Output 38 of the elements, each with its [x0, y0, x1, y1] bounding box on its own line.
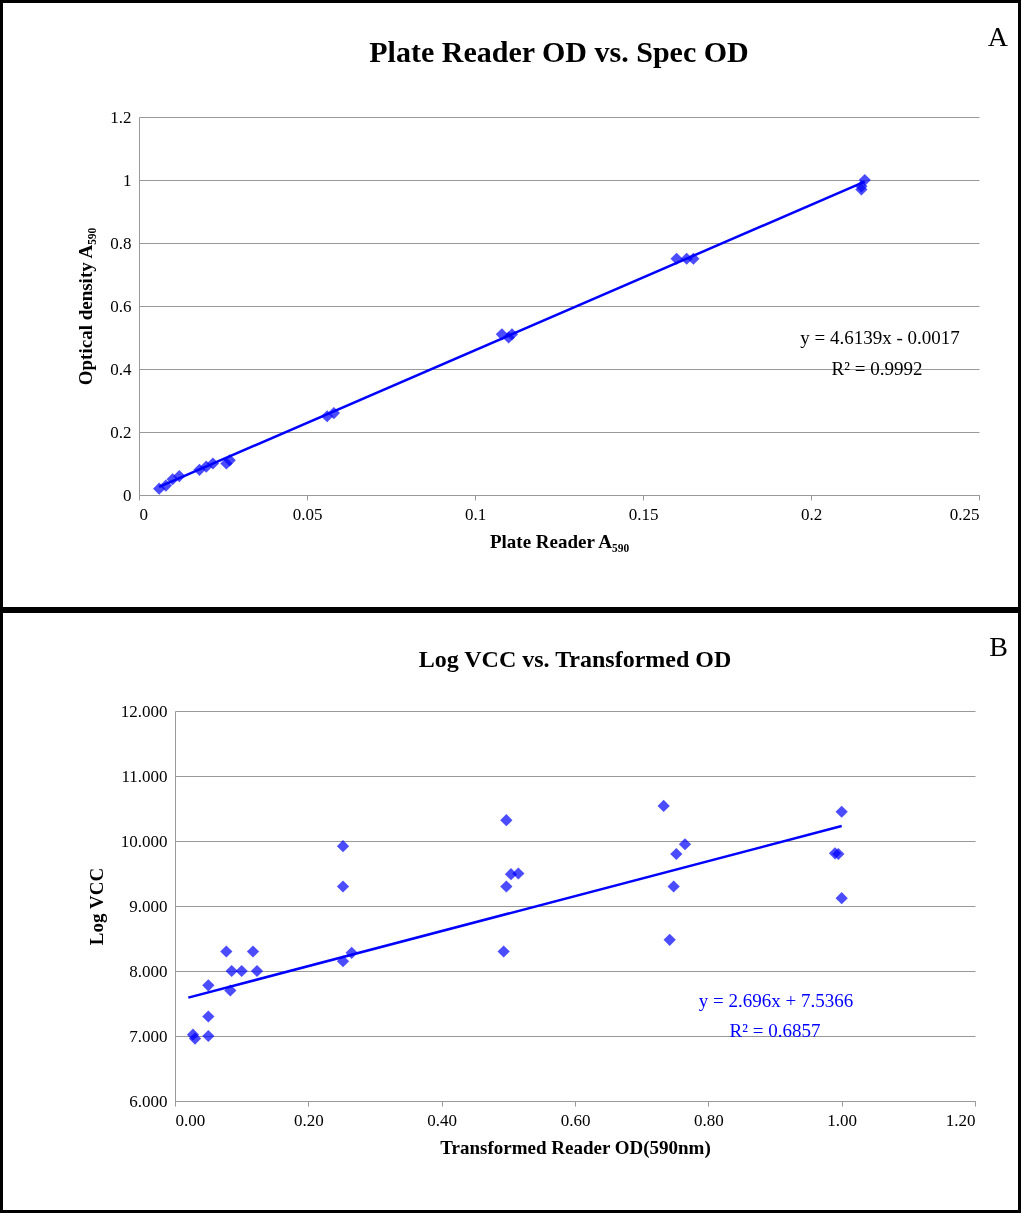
y-tick-label: 9.000: [129, 896, 168, 916]
chart-title: Plate Reader OD vs. Spec OD: [369, 35, 749, 68]
y-tick-label: 12.000: [120, 701, 168, 721]
y-axis-title: Log VCC: [85, 867, 107, 946]
y-tick-label: 0.8: [110, 233, 132, 253]
x-tick-label: 0.05: [292, 504, 323, 524]
x-tick-label: 0.1: [464, 504, 487, 524]
y-tick-label: 1: [123, 170, 132, 190]
y-tick-label: 0.2: [110, 422, 132, 442]
x-tick-label: 0.15: [628, 504, 659, 524]
x-tick-label: 0.2: [800, 504, 823, 524]
x-tick-label: 0.20: [293, 1110, 324, 1130]
y-tick-label: 7.000: [129, 1026, 168, 1046]
y-tick-label: 0.4: [110, 359, 132, 379]
text: B: [989, 631, 1008, 663]
x-tick-label: 0.40: [427, 1110, 458, 1130]
y-tick-label: 0.6: [110, 296, 132, 316]
x-tick-label: 0.25: [949, 504, 980, 524]
x-tick-label: 0.00: [175, 1110, 206, 1130]
annotation: y = 4.6139x - 0.0017: [800, 327, 960, 348]
y-axis-title: Optical density A₅₉₀: [75, 227, 97, 386]
y-tick-label: 11.000: [121, 766, 168, 786]
y-tick-label: 1.2: [110, 107, 132, 127]
y-tick-label: 6.000: [129, 1091, 168, 1111]
x-tick-label: 1.00: [827, 1110, 858, 1130]
x-tick-label: 0.80: [693, 1110, 724, 1130]
y-tick-label: 8.000: [129, 961, 168, 981]
x-tick-label: 0.60: [560, 1110, 591, 1130]
x-axis-title: Plate Reader A₅₉₀: [489, 530, 630, 552]
annotation: R² = 0.6857: [729, 1020, 821, 1041]
text: A: [987, 21, 1008, 53]
x-tick-label: 1.20: [945, 1110, 976, 1130]
x-axis-title: Transformed Reader OD(590nm): [440, 1136, 711, 1159]
y-tick-label: 0: [123, 485, 132, 505]
annotation: y = 2.696x + 7.5366: [698, 990, 854, 1011]
annotation: R² = 0.9992: [831, 358, 923, 379]
chart-title: Log VCC vs. Transformed OD: [418, 646, 732, 672]
y-tick-label: 10.000: [120, 831, 168, 851]
